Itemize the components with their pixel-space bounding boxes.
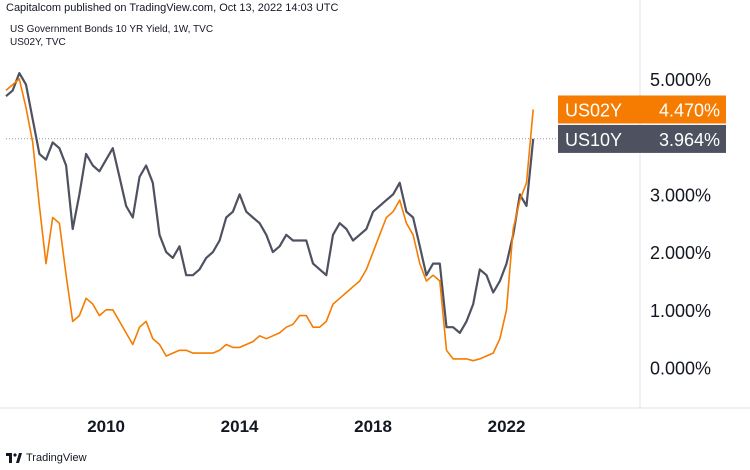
value-label-value-us02y: 4.470%	[659, 100, 720, 120]
value-label-name-us10y: US10Y	[565, 130, 622, 150]
value-label-bg-us02y	[558, 95, 726, 124]
value-label-name-us02y: US02Y	[565, 100, 622, 120]
tradingview-brand: TradingView	[26, 452, 87, 464]
chart-title: US Government Bonds 10 YR Yield, 1W, TVC	[10, 24, 214, 35]
x-tick-label: 2022	[488, 417, 526, 436]
x-tick-label: 2010	[87, 417, 125, 436]
chart-subtitle: US02Y, TVC	[10, 37, 66, 48]
value-label-value-us10y: 3.964%	[659, 130, 720, 150]
y-tick-label: 0.000%	[650, 359, 711, 379]
published-header: Capitalcom published on TradingView.com,…	[6, 2, 339, 14]
x-tick-label: 2014	[221, 417, 259, 436]
series-line-us02y	[5, 78, 534, 362]
x-tick-label: 2018	[354, 417, 392, 436]
tradingview-footer[interactable]: TradingView	[6, 452, 87, 464]
value-label-bg-us10y	[558, 124, 726, 153]
series-line-us10y	[5, 71, 535, 334]
y-tick-label: 2.000%	[650, 243, 711, 263]
y-tick-label: 5.000%	[650, 70, 711, 90]
y-tick-label: 3.000%	[650, 185, 711, 205]
tradingview-logo-icon	[6, 453, 22, 463]
y-tick-label: 1.000%	[650, 301, 711, 321]
